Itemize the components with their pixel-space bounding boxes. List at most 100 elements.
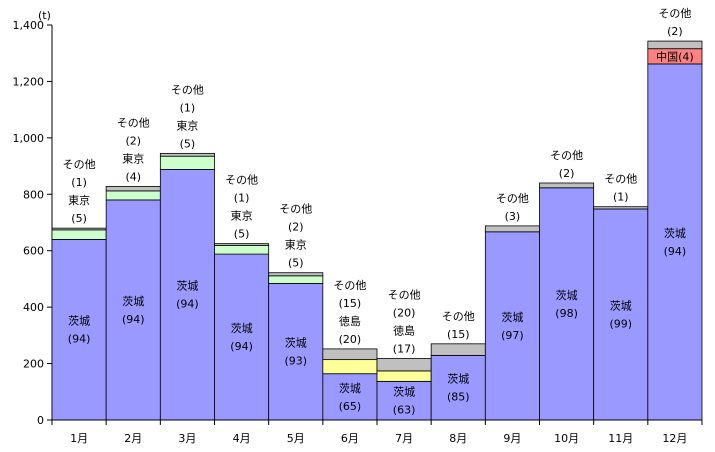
bar-segment: [539, 182, 595, 189]
bar-annotation: その他: [604, 173, 637, 186]
bar-annotation: その他: [658, 7, 691, 20]
bar-annotation: 東京: [176, 118, 198, 132]
segment-label: (94): [176, 298, 199, 311]
y-unit-label: (t): [38, 9, 51, 22]
bar-annotation: (1): [613, 191, 629, 204]
segment-label: 茨城: [501, 310, 523, 324]
x-tick-label: 5月: [287, 432, 305, 445]
segment-label: 茨城: [176, 279, 198, 293]
segment-label: 茨城: [610, 298, 632, 312]
segment-label: (97): [501, 329, 524, 342]
bar-annotation: その他: [442, 310, 475, 323]
bar-annotation: その他: [388, 288, 421, 301]
bar-annotation: (15): [339, 297, 362, 310]
segment-label: (94): [230, 340, 253, 353]
bar-segment: [593, 206, 649, 210]
bar-segment: [539, 187, 595, 421]
x-tick-label: 7月: [395, 432, 413, 445]
segment-label: (65): [339, 400, 362, 413]
bar-segment: [376, 358, 432, 372]
x-tick-label: 10月: [554, 432, 579, 445]
segment-label: (93): [284, 355, 307, 368]
bar-annotation: (5): [234, 228, 250, 241]
bar-annotation: (17): [393, 342, 416, 355]
bar-annotation: (20): [393, 306, 416, 319]
bar-segment: [430, 343, 486, 356]
segment-label: 茨城: [231, 321, 253, 335]
bar-annotation: その他: [279, 203, 312, 216]
bar-annotation: (5): [71, 212, 87, 225]
x-tick-label: 4月: [233, 432, 251, 445]
bar-segment: [430, 354, 486, 421]
bar-annotations: 茨城 (94) その他 (1) 東京 (5) 茨城 (94) その他 (2) 東京 (4) 茨城 (94)…: [63, 7, 694, 417]
bar-segment: [322, 359, 378, 375]
bar-segment: [268, 283, 324, 421]
bar-segment: [593, 208, 649, 421]
segment-label: 茨城: [122, 294, 144, 308]
bar-segment: [647, 40, 703, 50]
segment-label: 茨城: [339, 381, 361, 395]
bar-annotation: 東京: [68, 193, 90, 207]
bar-segment: [214, 244, 270, 255]
x-tick-label: 8月: [449, 432, 467, 445]
bars: [51, 40, 703, 421]
bar-annotation: (5): [288, 257, 304, 270]
y-tick-label: 1,400: [13, 19, 45, 32]
bar-segment: [322, 348, 378, 361]
bar-annotation: (5): [180, 137, 196, 150]
segment-label: 茨城: [285, 336, 307, 350]
bar-annotation: 徳島: [393, 323, 415, 337]
bar-annotation: (2): [559, 167, 575, 180]
bar-segment: [159, 155, 215, 170]
segment-label: (98): [555, 307, 578, 320]
x-tick-label: 9月: [503, 432, 521, 445]
bar-segment: [159, 152, 215, 157]
bar-segment: [268, 275, 324, 284]
bar-annotation: 東京: [231, 209, 253, 223]
segment-label: (63): [393, 404, 416, 417]
x-tick-label: 6月: [341, 432, 359, 445]
x-tick-label: 11月: [608, 432, 633, 445]
bar-segment: [647, 63, 703, 421]
bar-segment: [105, 190, 161, 201]
bar-annotation: (2): [125, 134, 141, 147]
segment-label: 茨城: [68, 314, 90, 328]
y-tick-label: 800: [23, 188, 44, 201]
x-tick-label: 3月: [178, 432, 196, 445]
bar-annotation: (3): [505, 210, 521, 223]
bar-annotation: その他: [496, 192, 529, 205]
bar-annotation: (20): [339, 333, 362, 346]
bar-annotation: (2): [288, 221, 304, 234]
bar-segment: [214, 253, 270, 421]
x-tick-label: 2月: [124, 432, 142, 445]
bar-annotation: 東京: [285, 238, 307, 252]
segment-label: 茨城: [664, 226, 686, 240]
bar-segment: [268, 272, 324, 277]
bar-annotation: その他: [333, 279, 366, 292]
bar-segment: [484, 231, 540, 421]
bar-annotation: その他: [63, 158, 96, 171]
segment-label: (94): [68, 333, 91, 346]
bar-segment: [159, 169, 215, 421]
bar-annotation: その他: [225, 174, 258, 187]
y-axis: 0 200 400 600 800 1,000 1,200 1,400: [13, 19, 53, 427]
x-axis: 1月 2月 3月 4月 5月 6月 7月 8月 9月 10月 11月 12月: [51, 419, 703, 445]
x-tick-label: 12月: [662, 432, 687, 445]
segment-label: 中国(4): [656, 50, 694, 63]
segment-label: 茨城: [556, 288, 578, 302]
y-tick-label: 600: [23, 245, 44, 258]
bar-annotation: 徳島: [339, 314, 361, 328]
bar-segment: [51, 227, 107, 231]
y-tick-label: 200: [23, 358, 44, 371]
bar-annotation: その他: [550, 149, 583, 162]
segment-label: (99): [609, 317, 632, 330]
segment-label: (94): [664, 245, 687, 258]
bar-segment: [376, 380, 432, 421]
bar-annotation: (1): [180, 101, 196, 114]
bar-segment: [105, 185, 161, 192]
y-tick-label: 0: [37, 414, 44, 427]
bar-segment: [51, 229, 107, 240]
bar-segment: [51, 239, 107, 421]
bar-annotation: (2): [667, 25, 683, 38]
